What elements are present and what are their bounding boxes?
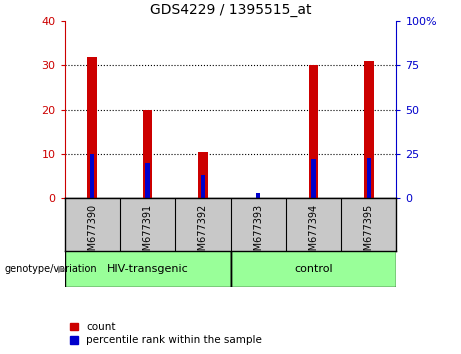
Bar <box>90 154 95 198</box>
Text: GSM677394: GSM677394 <box>308 204 319 263</box>
Text: GSM677390: GSM677390 <box>87 204 97 263</box>
Text: GSM677395: GSM677395 <box>364 204 374 263</box>
Bar <box>65 251 230 287</box>
Bar <box>198 152 208 198</box>
Legend: count, percentile rank within the sample: count, percentile rank within the sample <box>70 322 262 345</box>
Bar <box>308 65 319 198</box>
Text: genotype/variation: genotype/variation <box>5 264 97 274</box>
Text: control: control <box>294 264 333 274</box>
Bar <box>230 251 396 287</box>
Bar <box>201 175 205 198</box>
Bar <box>256 193 260 198</box>
Title: GDS4229 / 1395515_at: GDS4229 / 1395515_at <box>150 4 311 17</box>
Bar <box>87 57 97 198</box>
Bar <box>311 159 316 198</box>
Bar <box>366 158 371 198</box>
Text: ▶: ▶ <box>58 264 65 274</box>
Text: HIV-transgenic: HIV-transgenic <box>106 264 189 274</box>
Text: GSM677393: GSM677393 <box>253 204 263 263</box>
Text: GSM677392: GSM677392 <box>198 204 208 263</box>
Text: GSM677391: GSM677391 <box>142 204 153 263</box>
Bar <box>142 110 153 198</box>
Bar <box>145 163 150 198</box>
Bar <box>364 61 374 198</box>
